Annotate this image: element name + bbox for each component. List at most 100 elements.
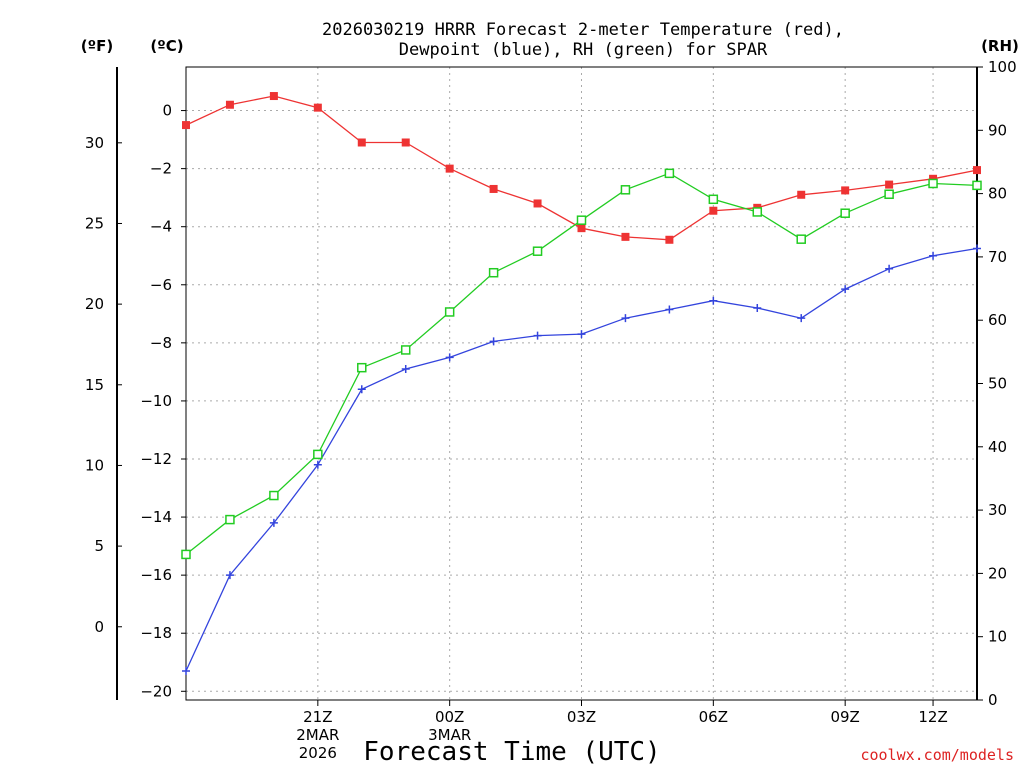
rh-tick-label: 40 <box>988 438 1007 456</box>
temperature-point <box>225 100 234 109</box>
fahrenheit-tick-label: 0 <box>94 618 104 636</box>
rh-point <box>928 178 938 189</box>
rh-tick-label: 80 <box>988 185 1007 203</box>
fahrenheit-tick-label: 25 <box>85 214 104 232</box>
x-tick-label: 2MAR <box>296 726 339 744</box>
rh-point <box>532 246 543 256</box>
temperature-point <box>665 235 674 244</box>
dewpoint-point <box>313 460 322 469</box>
x-tick-label: 3MAR <box>428 726 471 744</box>
rh-tick-label: 0 <box>988 691 998 709</box>
rh-point <box>444 307 455 317</box>
rh-point <box>576 215 587 225</box>
rh-tick-label: 20 <box>988 564 1007 582</box>
dewpoint-point <box>533 331 542 340</box>
rh-point <box>269 490 279 501</box>
dewpoint-point <box>489 337 498 346</box>
fahrenheit-tick-label: 10 <box>85 456 104 474</box>
temperature-point <box>313 103 322 112</box>
dewpoint-point <box>665 305 674 314</box>
rh-tick-label: 30 <box>988 501 1007 519</box>
celsius-tick-label: −18 <box>140 624 172 642</box>
rh-point <box>400 345 411 355</box>
celsius-tick-label: −6 <box>150 276 172 294</box>
rh-point <box>357 362 367 373</box>
rh-point <box>884 189 894 199</box>
fahrenheit-tick-label: 5 <box>94 537 104 555</box>
temperature-point <box>841 186 850 195</box>
fahrenheit-unit-label: (ºF) <box>81 37 113 55</box>
temperature-point <box>489 184 498 193</box>
dewpoint-point <box>841 285 850 294</box>
temperature-point <box>577 224 586 233</box>
temperature-point <box>709 206 718 215</box>
rh-point <box>840 208 850 218</box>
rh-point <box>313 449 323 460</box>
dewpoint-point <box>885 264 894 273</box>
dewpoint-point <box>225 571 234 580</box>
rh-tick-label: 60 <box>988 311 1007 329</box>
x-tick-label: 03Z <box>567 708 596 726</box>
temperature-point <box>401 138 410 147</box>
rh-point <box>796 234 806 244</box>
x-tick-label: 06Z <box>699 708 728 726</box>
temperature-point <box>621 232 630 241</box>
rh-point <box>752 207 763 217</box>
dewpoint-point <box>182 666 190 675</box>
rh-point <box>225 514 235 525</box>
dewpoint-point <box>709 296 718 305</box>
x-tick-label: 21Z <box>303 708 332 726</box>
rh-point <box>972 180 982 191</box>
dewpoint-point <box>269 518 278 527</box>
axes-layer <box>116 66 978 701</box>
rh-point <box>620 185 631 195</box>
credit-label: coolwx.com/models <box>860 746 1014 764</box>
celsius-tick-label: −10 <box>140 392 172 410</box>
rh-point <box>664 168 675 179</box>
temperature-point <box>182 121 190 130</box>
rh-tick-label: 90 <box>988 121 1007 139</box>
dewpoint-point <box>929 251 938 260</box>
celsius-tick-label: −2 <box>150 160 172 178</box>
rh-point <box>181 549 191 560</box>
celsius-tick-label: −14 <box>140 508 172 526</box>
series-layer <box>181 92 982 675</box>
temperature-point <box>445 164 454 173</box>
temperature-point <box>533 199 542 208</box>
rh-tick-label: 50 <box>988 375 1007 393</box>
x-tick-label: 00Z <box>435 708 464 726</box>
celsius-tick-label: 0 <box>162 102 172 120</box>
ticks-layer: 0−2−4−6−8−10−12−14−16−18−203025201510501… <box>85 58 1017 762</box>
dewpoint-point <box>577 330 586 339</box>
dewpoint-point <box>401 364 410 373</box>
celsius-tick-label: −4 <box>150 218 172 236</box>
fahrenheit-tick-label: 15 <box>85 376 104 394</box>
temperature-point <box>357 138 366 147</box>
fahrenheit-tick-label: 30 <box>85 134 104 152</box>
dewpoint-point <box>973 244 981 253</box>
rh-tick-label: 100 <box>988 58 1017 76</box>
rh-point <box>488 267 499 278</box>
celsius-tick-label: −20 <box>140 682 172 700</box>
x-tick-label: 2026 <box>299 744 337 762</box>
rh-point <box>708 194 719 205</box>
temperature-point <box>973 166 981 175</box>
temperature-point <box>269 92 278 101</box>
temperature-point <box>885 180 894 189</box>
dewpoint-point <box>357 385 366 394</box>
grid-layer <box>186 67 977 700</box>
x-axis-label: Forecast Time (UTC) <box>363 737 660 767</box>
temperature-point <box>797 190 806 199</box>
fahrenheit-tick-label: 20 <box>85 295 104 313</box>
dewpoint-point <box>753 304 762 313</box>
dewpoint-point <box>621 314 630 323</box>
celsius-tick-label: −16 <box>140 566 172 584</box>
chart-title-line2: Dewpoint (blue), RH (green) for SPAR <box>399 40 768 60</box>
rh-tick-label: 70 <box>988 248 1007 266</box>
dewpoint-point <box>445 353 454 362</box>
celsius-tick-label: −12 <box>140 450 172 468</box>
x-tick-label: 09Z <box>830 708 859 726</box>
rh-tick-label: 10 <box>988 628 1007 646</box>
rh-unit-label: (RH) <box>981 37 1019 55</box>
